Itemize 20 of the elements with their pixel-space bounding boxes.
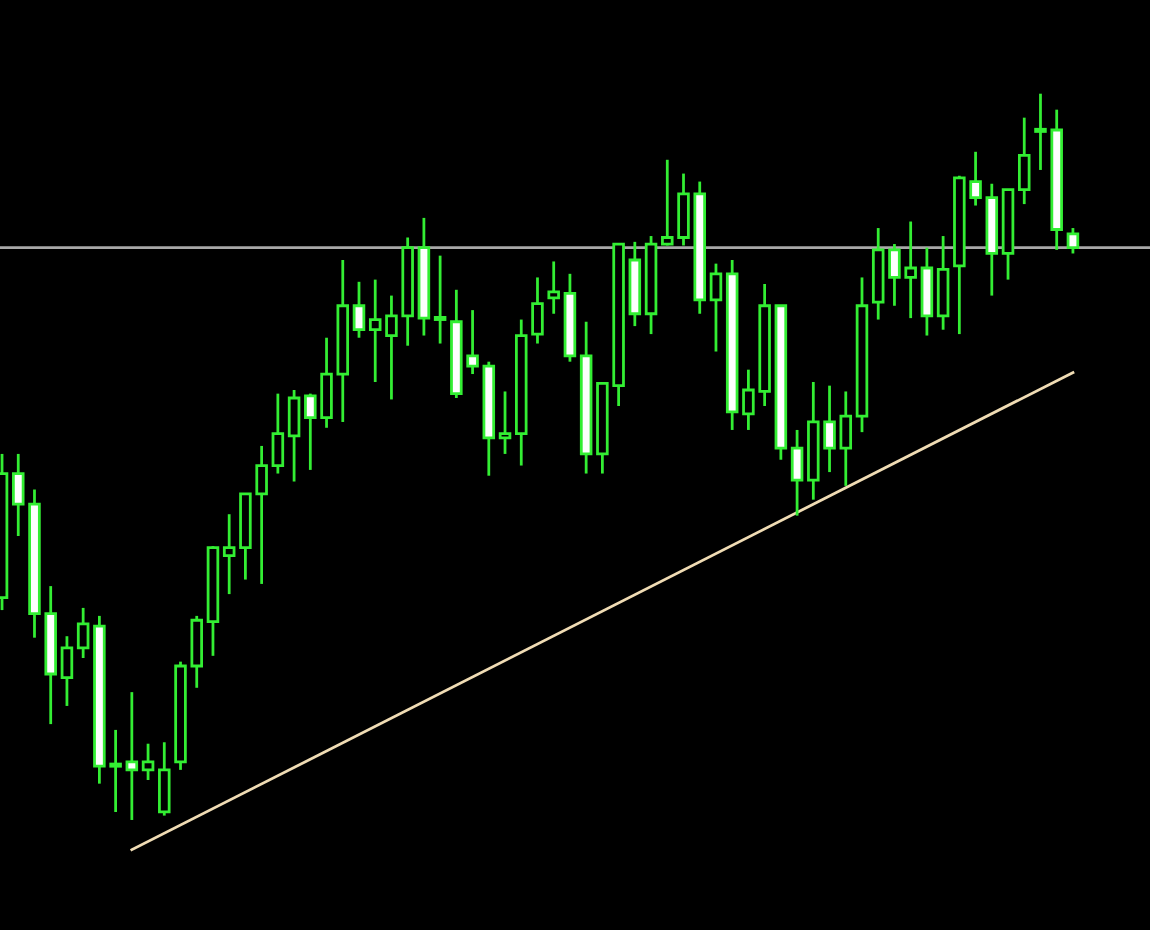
candlestick — [790, 428, 804, 518]
candlestick — [60, 634, 74, 708]
candlestick — [709, 262, 723, 353]
candlestick — [271, 392, 285, 475]
candlestick — [287, 388, 301, 483]
candlestick — [433, 254, 447, 345]
candlestick — [141, 742, 155, 782]
candlestick — [125, 690, 139, 822]
candlestick — [76, 606, 90, 660]
candlestick — [498, 390, 512, 456]
candlestick — [920, 246, 934, 337]
candlestick — [1066, 226, 1080, 255]
candlestick — [352, 280, 366, 340]
candlestick — [839, 390, 853, 488]
candlestick — [222, 512, 236, 596]
candlestick — [368, 278, 382, 384]
candlestick — [1017, 116, 1031, 206]
candlestick — [936, 234, 950, 332]
candlestick — [547, 260, 560, 316]
candlestick — [158, 740, 171, 817]
